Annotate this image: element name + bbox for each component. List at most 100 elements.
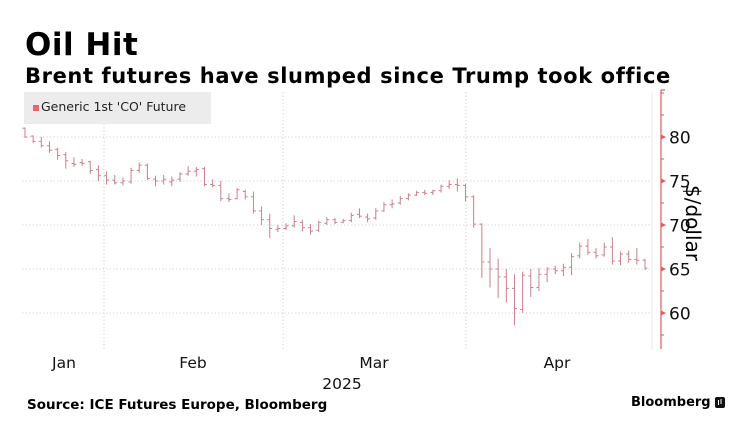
- ohlc-bar: [63, 151, 69, 169]
- ohlc-bar: [112, 174, 118, 185]
- ohlc-bar: [234, 188, 240, 200]
- legend-swatch: [33, 105, 39, 111]
- ohlc-bar: [30, 135, 36, 144]
- ohlc-bar: [71, 157, 77, 167]
- ohlc-bar: [365, 213, 371, 223]
- ohlc-bar: [642, 258, 648, 270]
- bloomberg-logo: Bloomberg: [631, 395, 725, 410]
- ohlc-bar: [128, 167, 134, 184]
- ohlc-bar: [487, 247, 493, 288]
- x-tick-label: Feb: [179, 354, 206, 372]
- y-tick-label: 60: [669, 305, 691, 325]
- ohlc-bar: [544, 267, 550, 283]
- y-tick-label: 70: [669, 217, 691, 237]
- ohlc-bar: [609, 237, 615, 265]
- y-major-tick: [661, 134, 666, 140]
- ohlc-bar: [560, 263, 566, 277]
- ohlc-bar: [193, 166, 199, 177]
- legend: Generic 1st 'CO' Future: [24, 92, 211, 124]
- ohlc-bar: [405, 193, 411, 201]
- ohlc-bar: [218, 181, 224, 202]
- ohlc-bar: [618, 251, 624, 266]
- ohlc-bar: [324, 217, 330, 225]
- chart-subtitle: Brent futures have slumped since Trump t…: [25, 64, 671, 88]
- ohlc-bar: [528, 269, 534, 298]
- ohlc-bar: [397, 195, 403, 205]
- chart-title: Oil Hit: [25, 27, 139, 63]
- y-tick-label: 80: [669, 129, 691, 149]
- ohlc-bar: [479, 223, 485, 278]
- ohlc-bar: [552, 265, 558, 275]
- x-tick-label: Jan: [51, 354, 76, 372]
- ohlc-bar: [87, 160, 93, 174]
- ohlc-bar: [316, 220, 322, 233]
- ohlc-bar: [389, 199, 395, 209]
- ohlc-bar: [373, 208, 379, 220]
- ohlc-bar: [422, 189, 428, 196]
- ohlc-bar: [283, 223, 289, 231]
- ohlc-bar: [503, 269, 509, 303]
- ohlc-bar: [226, 193, 232, 203]
- ohlc-bar: [259, 206, 265, 225]
- y-major-tick: [661, 310, 666, 316]
- ohlc-bar: [356, 208, 362, 218]
- ohlc-bar: [536, 268, 542, 291]
- ohlc-bar: [291, 215, 297, 228]
- ohlc-bar: [577, 242, 583, 259]
- ohlc-bar: [104, 171, 110, 185]
- y-major-tick: [661, 222, 666, 228]
- ohlc-bar: [446, 180, 452, 189]
- ohlc-bar: [242, 189, 248, 200]
- ohlc-bar: [601, 242, 607, 257]
- y-axis-label: $/dollar: [681, 185, 705, 261]
- ohlc-bar: [201, 166, 207, 187]
- brand-name: Bloomberg: [631, 395, 711, 410]
- ohlc-bar: [299, 219, 305, 232]
- ohlc-bar: [348, 212, 354, 223]
- ohlc-bar: [161, 174, 167, 185]
- ohlc-bar: [569, 253, 575, 276]
- ohlc-bar: [511, 274, 517, 326]
- ohlc-bar: [463, 183, 469, 202]
- ohlc-bar: [22, 127, 28, 138]
- ohlc-bar: [308, 224, 314, 235]
- ohlc-bar: [46, 141, 52, 153]
- y-tick-label: 75: [669, 173, 691, 193]
- ohlc-bar: [430, 189, 436, 196]
- legend-label: Generic 1st 'CO' Future: [41, 99, 187, 114]
- ohlc-bar: [634, 247, 640, 265]
- ohlc-bar: [626, 250, 632, 263]
- y-major-tick: [661, 266, 666, 272]
- ohlc-bar: [120, 177, 126, 186]
- ohlc-bar: [520, 271, 526, 313]
- ohlc-bar: [471, 195, 477, 228]
- ohlc-bar: [136, 162, 142, 174]
- ohlc-bar: [185, 166, 191, 176]
- ohlc-bar: [593, 247, 599, 259]
- ohlc-bar: [414, 190, 420, 196]
- ohlc-bar: [55, 147, 61, 160]
- x-year-label: 2025: [322, 375, 361, 393]
- ohlc-bar: [95, 165, 101, 181]
- ohlc-bar: [381, 202, 387, 212]
- ohlc-bar: [177, 172, 183, 182]
- x-tick-label: Apr: [544, 354, 571, 372]
- ohlc-bar: [585, 239, 591, 255]
- ohlc-bar: [454, 178, 460, 192]
- ohlc-bar: [332, 217, 338, 225]
- ohlc-bar: [267, 213, 273, 239]
- ohlc-bar: [340, 218, 346, 224]
- ohlc-bar: [275, 225, 281, 233]
- y-major-tick: [661, 178, 666, 184]
- source-note: Source: ICE Futures Europe, Bloomberg: [27, 397, 328, 413]
- ohlc-bar: [495, 258, 501, 299]
- ohlc-bar: [210, 179, 216, 188]
- ohlc-bar: [153, 175, 159, 187]
- ohlc-bar: [144, 163, 150, 181]
- ohlc-bar: [38, 137, 44, 148]
- bloomberg-icon: [714, 397, 725, 408]
- ohlc-bar: [250, 191, 256, 214]
- y-tick-label: 65: [669, 261, 691, 281]
- ohlc-bar: [438, 184, 444, 193]
